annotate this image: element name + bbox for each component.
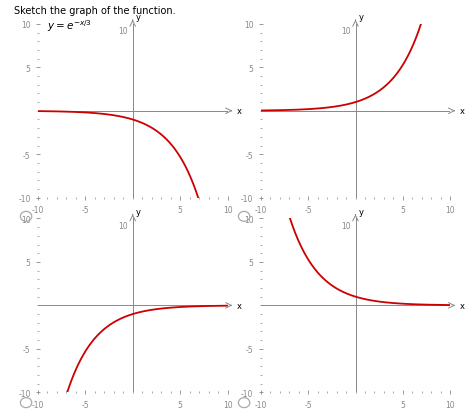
Text: y: y xyxy=(358,13,364,22)
Text: x: x xyxy=(460,301,465,310)
Text: x: x xyxy=(237,107,242,116)
Text: y: y xyxy=(136,13,141,22)
Text: 10: 10 xyxy=(341,27,351,36)
Text: 10: 10 xyxy=(341,221,351,230)
Text: $y = e^{-x/3}$: $y = e^{-x/3}$ xyxy=(47,19,92,34)
Text: y: y xyxy=(358,207,364,216)
Text: Sketch the graph of the function.: Sketch the graph of the function. xyxy=(14,6,176,16)
Text: 10: 10 xyxy=(118,27,128,36)
Text: x: x xyxy=(237,301,242,310)
Text: 10: 10 xyxy=(118,221,128,230)
Text: y: y xyxy=(136,207,141,216)
Text: x: x xyxy=(460,107,465,116)
